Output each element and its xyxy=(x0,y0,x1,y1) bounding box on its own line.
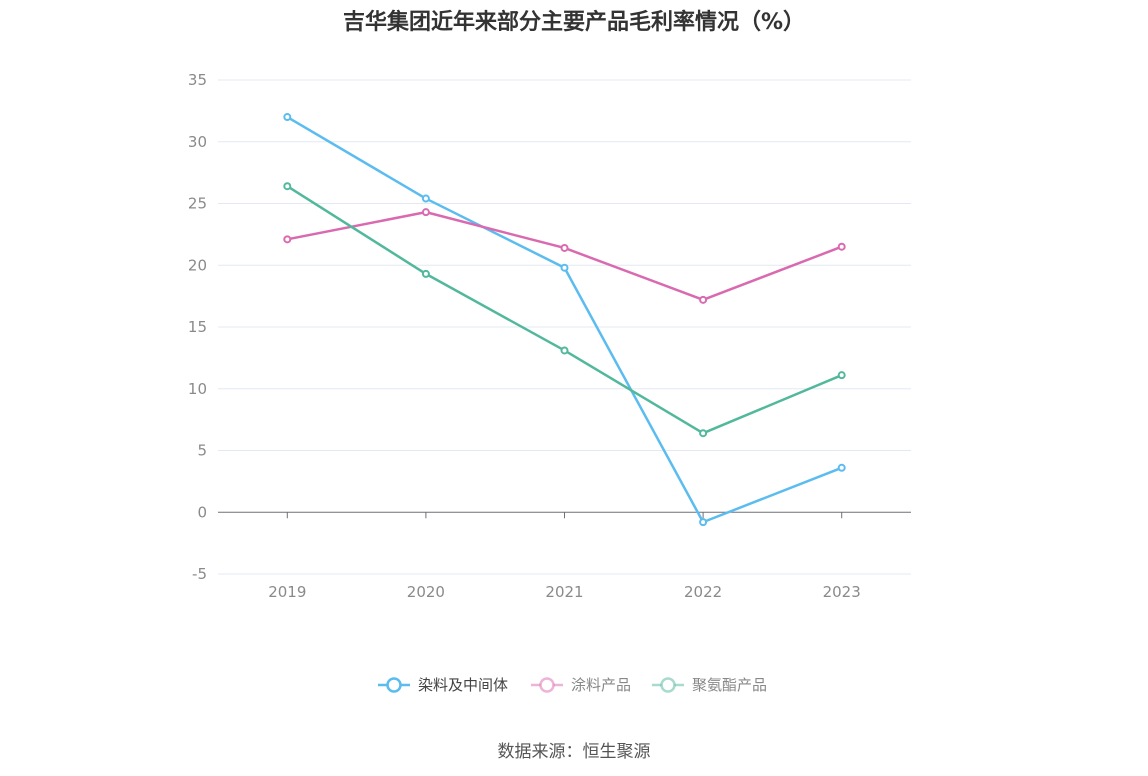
x-tick-label: 2019 xyxy=(268,583,306,601)
data-point[interactable] xyxy=(837,463,846,472)
series-1 xyxy=(283,113,846,527)
data-point[interactable] xyxy=(421,269,430,278)
series-3 xyxy=(283,182,846,438)
y-tick-label: 5 xyxy=(197,442,207,460)
y-tick-label: -5 xyxy=(192,565,207,583)
series-lines xyxy=(283,113,846,527)
x-tick-label: 2020 xyxy=(407,583,445,601)
source-note: 数据来源：恒生聚源 xyxy=(497,742,651,762)
data-point[interactable] xyxy=(421,194,430,203)
x-tick-label: 2021 xyxy=(545,583,583,601)
legend-label: 涂料产品 xyxy=(571,676,631,694)
y-tick-label: 25 xyxy=(188,195,207,213)
data-point[interactable] xyxy=(283,235,292,244)
axes: 35 30 25 20 15 10 5 0 -5 2019 2020 2021 2022 2023 xyxy=(188,71,911,601)
data-point[interactable] xyxy=(560,263,569,272)
legend-marker-icon xyxy=(660,677,676,693)
data-point[interactable] xyxy=(837,371,846,380)
data-point[interactable] xyxy=(699,295,708,304)
series-line xyxy=(286,115,843,524)
y-tick-label: 10 xyxy=(188,380,207,398)
data-point[interactable] xyxy=(699,429,708,438)
grid-lines xyxy=(218,79,911,575)
chart-title: 吉华集团近年来部分主要产品毛利率情况（%） xyxy=(342,10,806,35)
data-point[interactable] xyxy=(699,518,708,527)
y-tick-label: 20 xyxy=(188,256,207,274)
y-tick-label: 0 xyxy=(197,503,207,521)
data-point[interactable] xyxy=(283,182,292,191)
data-point[interactable] xyxy=(421,208,430,217)
legend-label: 聚氨酯产品 xyxy=(692,676,767,694)
legend-item-1[interactable]: 染料及中间体 xyxy=(378,676,508,694)
data-point[interactable] xyxy=(283,113,292,122)
legend-item-3[interactable]: 聚氨酯产品 xyxy=(652,676,767,694)
legend-label: 染料及中间体 xyxy=(418,676,508,694)
data-point[interactable] xyxy=(560,346,569,355)
legend-item-2[interactable]: 涂料产品 xyxy=(531,676,631,694)
y-tick-label: 30 xyxy=(188,133,207,151)
y-tick-label: 35 xyxy=(188,71,207,89)
x-tick-label: 2022 xyxy=(684,583,722,601)
legend[interactable]: 染料及中间体 涂料产品 聚氨酯产品 xyxy=(378,676,767,694)
y-tick-label: 15 xyxy=(188,318,207,336)
data-point[interactable] xyxy=(837,242,846,251)
data-point[interactable] xyxy=(560,243,569,252)
series-2 xyxy=(283,208,846,304)
legend-marker-icon xyxy=(386,677,402,693)
legend-marker-icon xyxy=(539,677,555,693)
series-line xyxy=(287,210,843,302)
x-tick-label: 2023 xyxy=(823,583,861,601)
